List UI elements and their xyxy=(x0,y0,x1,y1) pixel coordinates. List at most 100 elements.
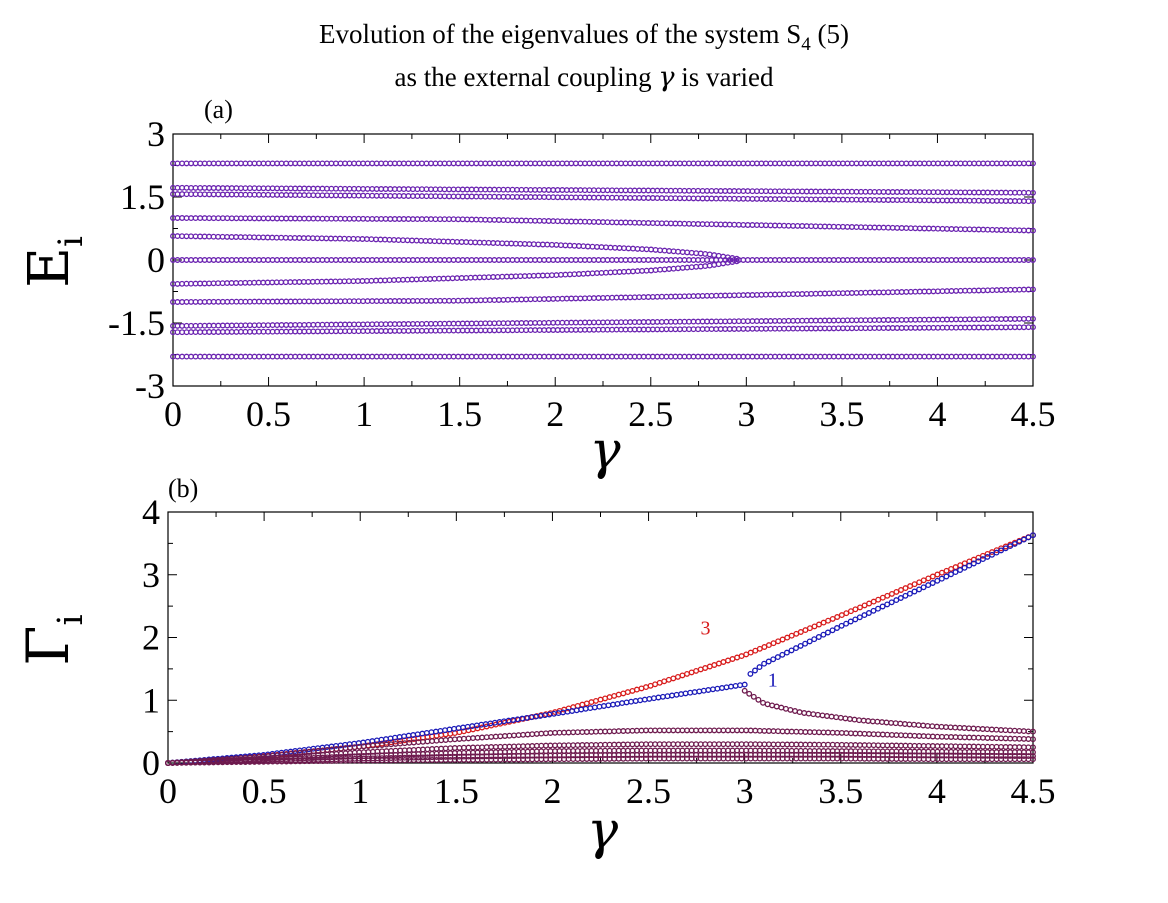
data-point xyxy=(1030,227,1036,234)
data-series xyxy=(170,324,1036,336)
data-point xyxy=(915,722,922,729)
data-point xyxy=(861,612,868,619)
data-point xyxy=(473,722,480,729)
data-point xyxy=(911,588,918,595)
data-point xyxy=(916,586,923,593)
data-point xyxy=(741,687,748,694)
data-point xyxy=(929,580,936,586)
data-point xyxy=(670,675,677,682)
data-point xyxy=(806,638,813,645)
data-point xyxy=(884,592,891,599)
data-point xyxy=(838,622,845,629)
data-point xyxy=(943,573,950,580)
data-point xyxy=(852,616,859,623)
data-point xyxy=(902,585,909,592)
data-point xyxy=(865,610,872,616)
x-tick-label: 3 xyxy=(737,394,755,434)
data-point xyxy=(993,549,1000,556)
x-tick-label: 1.5 xyxy=(434,771,479,811)
data-point xyxy=(975,558,982,565)
data-point xyxy=(857,742,863,749)
data-point xyxy=(856,717,863,724)
data-point xyxy=(888,590,895,597)
y-tick-label: 1.5 xyxy=(120,177,165,217)
data-point xyxy=(866,600,873,607)
data-point xyxy=(678,691,685,698)
data-point xyxy=(888,719,895,726)
data-point xyxy=(770,656,777,663)
data-point xyxy=(669,692,675,699)
data-point xyxy=(988,726,995,733)
data-point xyxy=(770,728,777,735)
data-point xyxy=(741,681,748,688)
data-point xyxy=(687,689,694,696)
data-point xyxy=(893,588,900,595)
data-point xyxy=(714,685,721,692)
data-point xyxy=(591,704,598,711)
data-point xyxy=(837,714,844,721)
data-point xyxy=(700,687,707,694)
data-point xyxy=(805,710,812,717)
x-tick-label: 2 xyxy=(546,394,564,434)
data-point xyxy=(746,690,753,697)
data-point xyxy=(787,706,794,713)
data-point xyxy=(633,686,640,693)
data-point xyxy=(729,656,736,662)
data-point xyxy=(711,252,718,259)
y-axis-label: Ei xyxy=(17,236,91,288)
x-tick-label: 4.5 xyxy=(1011,394,1056,434)
data-point xyxy=(696,688,703,695)
data-point xyxy=(773,703,780,710)
data-series xyxy=(165,532,1036,766)
data-point xyxy=(938,569,945,576)
data-point xyxy=(810,711,817,718)
data-point xyxy=(679,672,686,679)
data-point xyxy=(929,723,936,730)
data-point xyxy=(934,577,941,584)
data-point xyxy=(793,645,799,652)
data-point xyxy=(1030,189,1036,196)
data-point xyxy=(1030,324,1036,331)
data-point xyxy=(1020,536,1027,543)
data-point xyxy=(659,693,666,700)
data-point xyxy=(833,714,840,721)
data-point xyxy=(684,741,690,748)
data-point xyxy=(511,743,517,750)
data-point xyxy=(869,718,876,725)
data-point xyxy=(723,684,730,691)
data-point xyxy=(1030,532,1036,539)
x-tick-label: 0 xyxy=(159,771,177,811)
data-point xyxy=(943,733,950,740)
data-point xyxy=(1030,257,1036,263)
data-point xyxy=(952,569,959,576)
data-point xyxy=(732,682,739,689)
data-point xyxy=(623,699,630,706)
data-point xyxy=(970,725,977,732)
data-point xyxy=(842,715,849,722)
data-point xyxy=(797,629,804,635)
data-point xyxy=(711,662,718,668)
data-point xyxy=(843,610,850,617)
data-point xyxy=(597,696,604,703)
data-series xyxy=(741,687,1036,735)
data-series xyxy=(170,160,1036,167)
data-point xyxy=(641,696,648,703)
data-point xyxy=(774,654,781,661)
x-tick-label: 0 xyxy=(164,394,182,434)
data-point xyxy=(628,698,635,705)
x-tick-label: 2 xyxy=(543,771,561,811)
y-tick-label: 0 xyxy=(142,743,160,783)
panel-b: 0 0.5 1 1.5 2 2.5 3 3.5 4 4.5 0 1 2 3 4 (b) γ Γi 3 1 xyxy=(14,474,1056,861)
data-point xyxy=(684,727,690,734)
data-point xyxy=(834,625,840,631)
data-point xyxy=(897,595,904,601)
data-point xyxy=(511,732,517,739)
data-point xyxy=(624,689,631,696)
data-point xyxy=(605,702,612,709)
data-point xyxy=(911,721,917,728)
data-point xyxy=(796,709,803,716)
data-point xyxy=(715,261,722,268)
data-point xyxy=(737,682,744,689)
data-point xyxy=(851,716,858,723)
data-point xyxy=(761,660,768,667)
